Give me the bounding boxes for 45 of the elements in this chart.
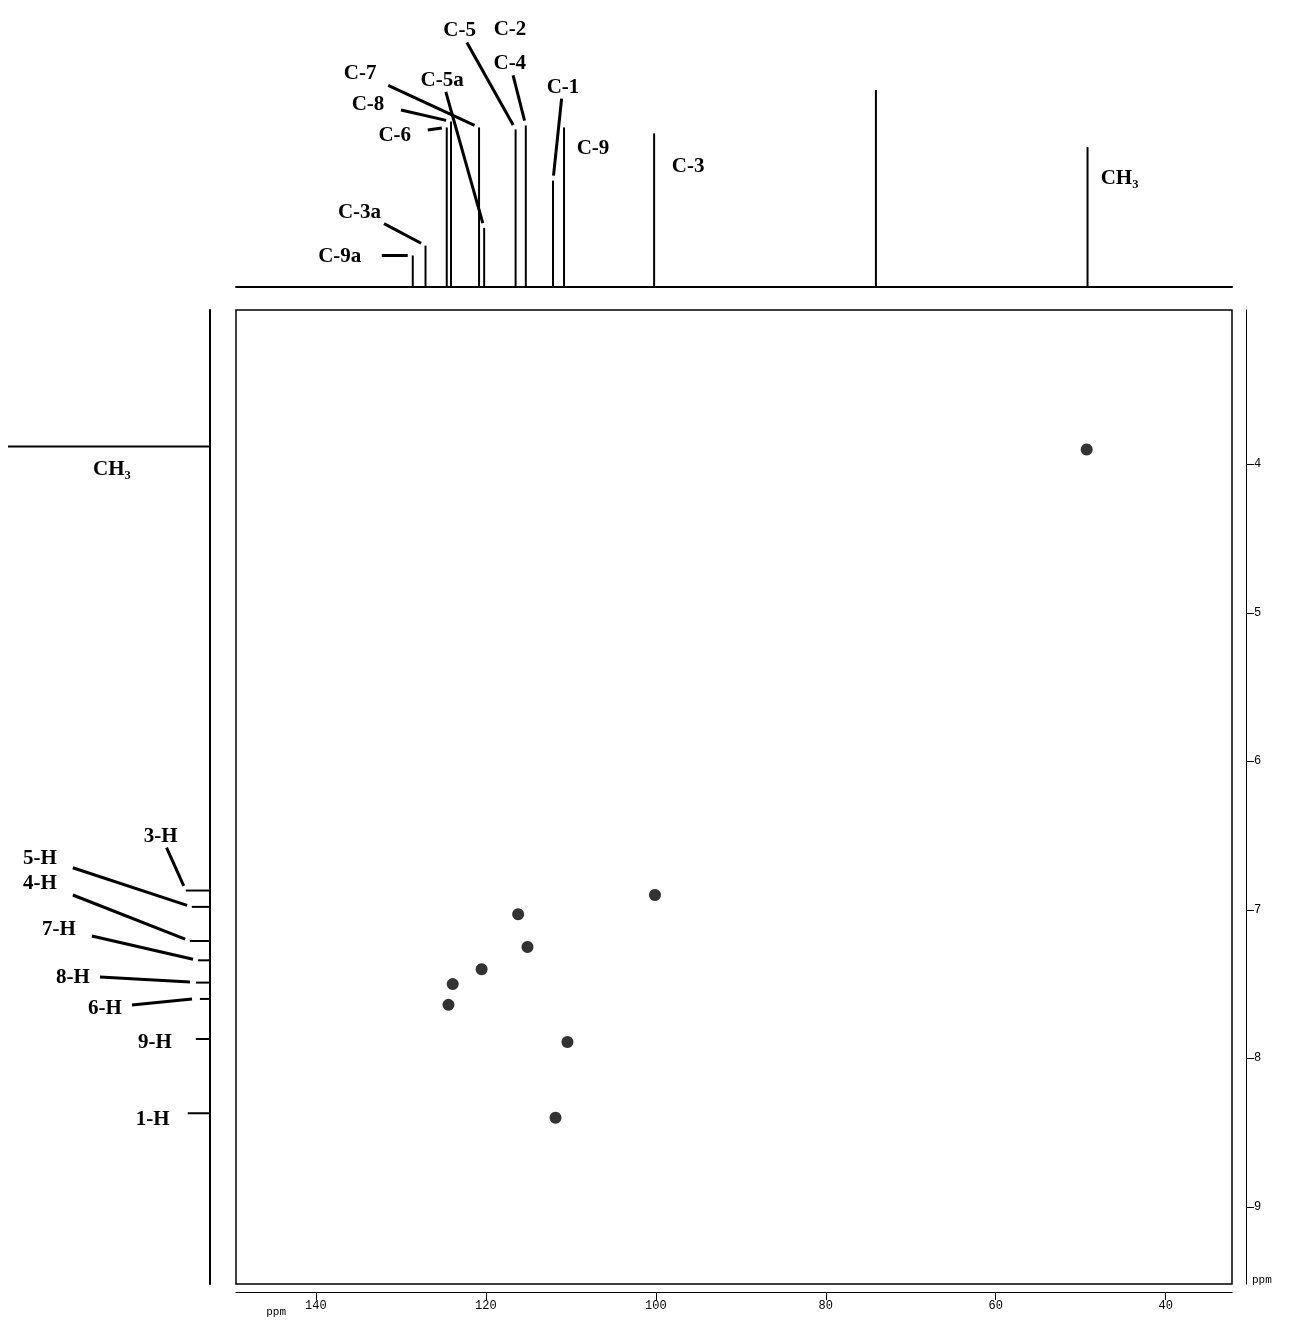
annotation: 6-H (88, 995, 122, 1019)
annotation: C-9a (318, 243, 362, 268)
y-tick-label: 4 (1254, 457, 1262, 472)
annotation: C-1 (546, 73, 580, 98)
y-tick-label: 9 (1254, 1199, 1262, 1214)
annotation: C-7 (343, 60, 377, 85)
x-tick-label: 120 (475, 1299, 497, 1313)
annotation: C-4 (493, 50, 527, 75)
annotation: C-3a (337, 198, 382, 223)
annotation: 5-H (22, 844, 57, 869)
y-tick-label: 8 (1254, 1051, 1262, 1066)
point (475, 963, 488, 976)
x-tick-label: 40 (1158, 1299, 1173, 1313)
point (521, 940, 534, 953)
annotation: C-5 (443, 17, 476, 42)
annotation: 3-H (143, 822, 178, 847)
x-tick-label: 100 (645, 1299, 667, 1313)
annotation: 1-H (135, 1106, 170, 1131)
point (648, 889, 661, 901)
point (549, 1111, 562, 1124)
annotation: C-5a (420, 66, 465, 91)
point (446, 978, 459, 991)
annotation: CH₃ (93, 456, 131, 480)
point (561, 1035, 574, 1048)
y-tick-label: 6 (1254, 754, 1262, 769)
y-axis-title: ppm (1252, 1273, 1273, 1286)
point (1080, 443, 1093, 456)
x-tick-label: 80 (818, 1299, 833, 1313)
y-tick-label: 5 (1254, 605, 1262, 620)
annotation: CH₃ (1100, 165, 1139, 190)
annotation: 8-H (56, 964, 90, 988)
y-tick-label: 7 (1254, 902, 1262, 917)
x-tick-label: 60 (988, 1299, 1003, 1313)
annotation: 4-H (22, 870, 57, 895)
annotation: C-3 (671, 153, 705, 178)
text: C-2 (493, 16, 527, 40)
point (512, 908, 525, 921)
annotation: 7-H (41, 916, 76, 941)
annotation: C-6 (378, 122, 412, 147)
point (442, 998, 455, 1011)
x-tick-label: 140 (305, 1299, 327, 1313)
x-axis-title: ppm (266, 1305, 287, 1318)
annotation: C-9 (576, 135, 610, 160)
annotation: C-8 (351, 90, 385, 115)
annotation: 9-H (137, 1029, 172, 1054)
